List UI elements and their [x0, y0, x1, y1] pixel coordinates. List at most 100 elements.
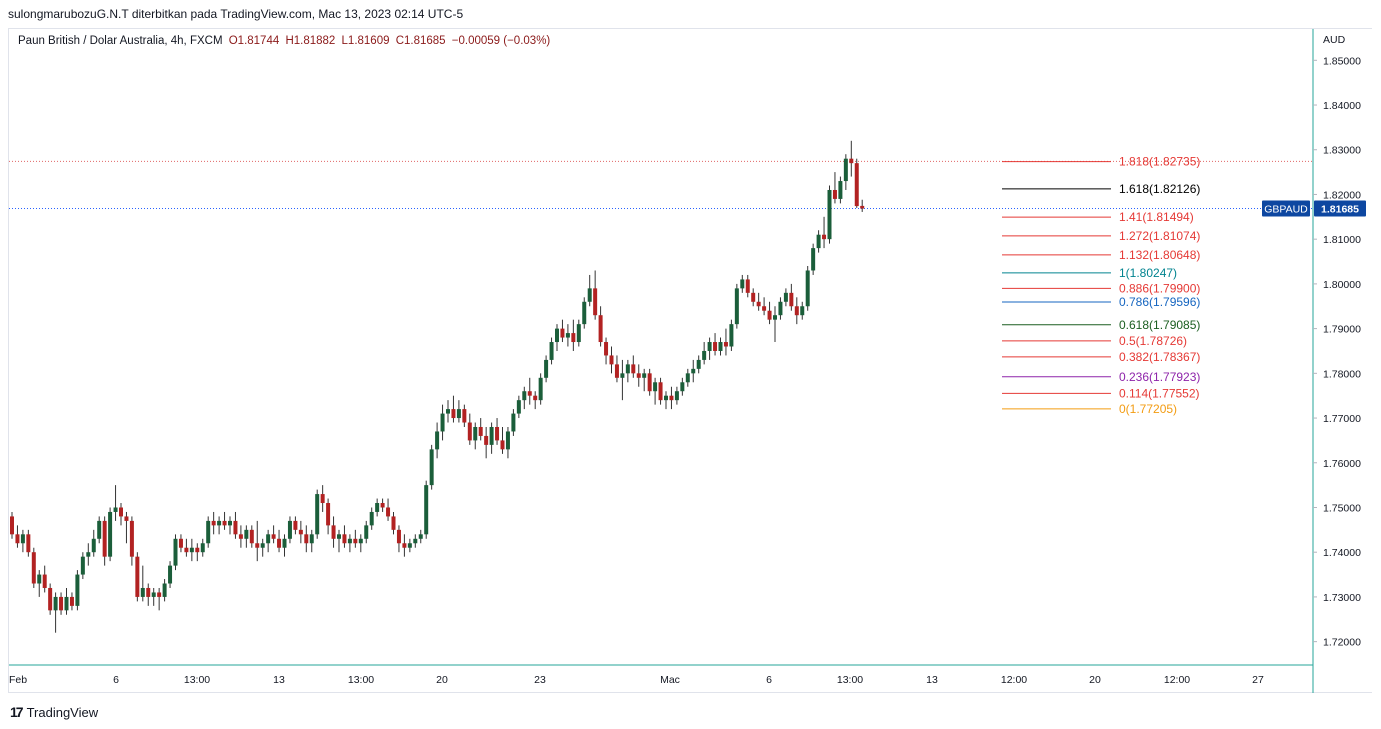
candle-body — [669, 395, 674, 401]
candle-body — [418, 534, 423, 539]
candle-body — [195, 547, 200, 553]
candle-body — [680, 382, 685, 392]
candle-body — [685, 373, 690, 383]
y-tick-label: 1.73000 — [1323, 592, 1361, 604]
fib-level-label: 1.41(1.81494) — [1119, 210, 1194, 224]
x-tick-label: 23 — [534, 674, 546, 686]
candle-body — [740, 279, 745, 289]
candle-body — [151, 592, 156, 597]
x-tick-label: 13:00 — [837, 674, 863, 686]
candle-body — [238, 534, 243, 539]
candle-body — [380, 503, 385, 508]
candle-body — [189, 547, 194, 553]
candle-body — [696, 359, 701, 369]
candle-body — [293, 520, 298, 530]
y-tick-label: 1.83000 — [1323, 145, 1361, 157]
candle-body — [516, 400, 521, 414]
candle-body — [854, 163, 859, 207]
candle-body — [767, 310, 772, 320]
candle-body — [53, 596, 58, 611]
legend-low: L1.81609 — [341, 35, 390, 47]
y-tick-label: 1.82000 — [1323, 189, 1361, 201]
candle-body — [64, 596, 69, 611]
candle-body — [26, 534, 31, 553]
candle-body — [527, 391, 532, 396]
candle-body — [789, 292, 794, 307]
candle-body — [129, 520, 134, 557]
fib-level-label: 0(1.77205) — [1119, 402, 1177, 416]
candle-body — [576, 324, 581, 343]
candle-body — [538, 377, 543, 401]
candle-body — [435, 431, 440, 450]
legend-symbol[interactable]: Paun British / Dolar Australia, 4h, FXCM — [18, 35, 223, 47]
footer-brand[interactable]: 17 TradingView — [10, 704, 98, 720]
candle-body — [495, 426, 500, 441]
legend-change: −0.00059 (−0.03%) — [451, 35, 551, 47]
candle-body — [42, 574, 47, 588]
candle-body — [451, 409, 456, 419]
candle-body — [135, 556, 140, 597]
candle-body — [549, 342, 554, 360]
last-price-badge — [1314, 200, 1366, 217]
candle-body — [805, 270, 810, 307]
candle-body — [544, 359, 549, 378]
x-tick-label: 6 — [766, 674, 772, 686]
candle-body — [287, 520, 292, 539]
candle-body — [625, 364, 630, 374]
candle-body — [391, 516, 396, 530]
candle-body — [446, 409, 450, 414]
candle-body — [734, 288, 739, 325]
y-tick-label: 1.84000 — [1323, 100, 1361, 112]
candle-body — [304, 534, 309, 544]
candle-body — [571, 333, 576, 343]
candle-body — [500, 440, 505, 450]
candle-body — [456, 409, 461, 419]
y-tick-label: 1.75000 — [1323, 502, 1361, 514]
candle-body — [778, 301, 783, 316]
legend-high: H1.81882 — [285, 35, 336, 47]
candle-body — [178, 538, 183, 548]
candle-body — [609, 355, 614, 365]
candle-body — [413, 538, 418, 544]
legend-close: C1.81685 — [395, 35, 446, 47]
x-tick-label: 20 — [1089, 674, 1101, 686]
candle-body — [20, 534, 25, 544]
price-axis-currency[interactable]: AUD — [1323, 34, 1346, 46]
candle-body — [102, 520, 107, 557]
candle-body — [309, 534, 314, 544]
x-tick-label: Mac — [660, 674, 680, 686]
candle-body — [249, 529, 254, 544]
fib-level-label: 0.382(1.78367) — [1119, 350, 1200, 364]
candle-body — [97, 520, 102, 539]
candle-body — [832, 189, 837, 199]
candle-body — [331, 525, 336, 539]
candle-body — [816, 234, 821, 249]
fib-level-label: 0.618(1.79085) — [1119, 318, 1200, 332]
candle-body — [200, 543, 205, 553]
legend-open: O1.81744 — [228, 35, 280, 47]
candle-body — [751, 292, 756, 302]
candle-body — [555, 328, 559, 343]
candle-body — [162, 583, 167, 597]
candle-body — [48, 587, 53, 611]
candle-body — [396, 529, 401, 544]
x-tick-label: 13 — [273, 674, 285, 686]
candle-body — [173, 538, 178, 566]
candle-body — [729, 324, 734, 347]
candle-body — [15, 534, 20, 544]
candle-body — [642, 373, 647, 378]
candle-body — [407, 543, 412, 548]
candle-body — [773, 315, 777, 320]
candle-body — [505, 431, 510, 450]
tradingview-logo-icon: 17 — [10, 704, 24, 720]
candle-body — [402, 543, 407, 548]
candle-body — [298, 529, 303, 535]
fib-level-label: 1.132(1.80648) — [1119, 248, 1200, 262]
candle-body — [157, 592, 162, 597]
candle-body — [440, 413, 445, 432]
candle-body — [811, 248, 816, 271]
symbol-badge — [1262, 200, 1310, 217]
candle-body — [745, 279, 750, 293]
candle-body — [347, 538, 352, 544]
